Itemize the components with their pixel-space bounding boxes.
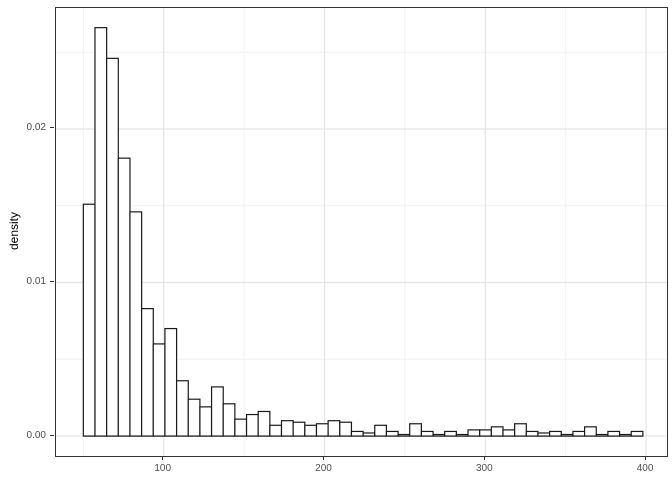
histogram-bar (630, 430, 644, 437)
histogram-bar (234, 418, 248, 437)
x-tick-mark (483, 456, 485, 460)
y-tick-label: 0.01 (26, 276, 46, 287)
histogram-bar (117, 157, 131, 437)
histogram-bar (199, 406, 213, 437)
histogram-bar (327, 420, 341, 437)
histogram-bar (362, 432, 376, 437)
y-tick-label: 0.02 (26, 122, 46, 134)
histogram-bar (280, 420, 294, 437)
plot-panel (55, 7, 668, 457)
histogram-bar (409, 423, 422, 437)
x-tick-label: 200 (315, 463, 332, 474)
x-tick-label: 300 (475, 463, 493, 474)
histogram-bar (106, 57, 119, 437)
histogram-bar (187, 398, 201, 437)
histogram-bar (525, 430, 539, 437)
histogram-bar (607, 430, 621, 437)
plot-area (56, 8, 667, 456)
histogram-bar (514, 423, 527, 437)
histogram-bar (618, 433, 632, 437)
y-tick-label: 0.00 (26, 429, 46, 441)
histogram-bar (537, 432, 551, 437)
y-tick-mark (50, 434, 54, 436)
histogram-bar (152, 343, 166, 437)
histogram-bar (141, 308, 154, 437)
histogram-bar (549, 430, 562, 437)
histogram-bar (467, 429, 481, 437)
histogram-bar (315, 423, 329, 437)
histogram-bar (164, 327, 178, 437)
histogram-bar (420, 430, 434, 437)
x-tick-label: 400 (636, 463, 654, 474)
histogram-bar (560, 433, 574, 437)
y-axis-title: density (7, 211, 21, 251)
histogram-bar (385, 430, 399, 437)
histogram-bar (304, 424, 318, 437)
histogram-bar (374, 424, 388, 437)
histogram-bar (94, 27, 108, 437)
histogram-bar (490, 426, 504, 437)
histogram-bar (210, 386, 224, 437)
x-tick-mark (323, 456, 325, 460)
histogram-bar (502, 429, 516, 437)
histogram-bar (444, 430, 457, 437)
x-tick-label: 100 (154, 463, 172, 474)
histogram-bar (292, 421, 306, 437)
y-tick-mark (50, 281, 54, 282)
histogram-bar (82, 203, 96, 437)
histogram-bar (350, 430, 364, 437)
histogram-bar (269, 424, 283, 437)
histogram-bar (257, 410, 271, 437)
histogram-bar (432, 433, 446, 437)
y-tick-mark (50, 127, 54, 129)
histogram-bar (175, 380, 189, 437)
histogram-bar (479, 429, 492, 437)
histogram-bar (455, 433, 469, 437)
histogram-bar (129, 211, 143, 437)
x-tick-mark (162, 456, 164, 460)
histogram-bar (222, 403, 236, 437)
histogram-bar (397, 433, 411, 437)
x-tick-mark (644, 456, 646, 460)
histogram-bar (583, 426, 597, 437)
histogram-bar (339, 421, 353, 437)
histogram-bar (595, 433, 609, 437)
histogram-bar (245, 413, 259, 437)
histogram-bar (572, 430, 586, 437)
